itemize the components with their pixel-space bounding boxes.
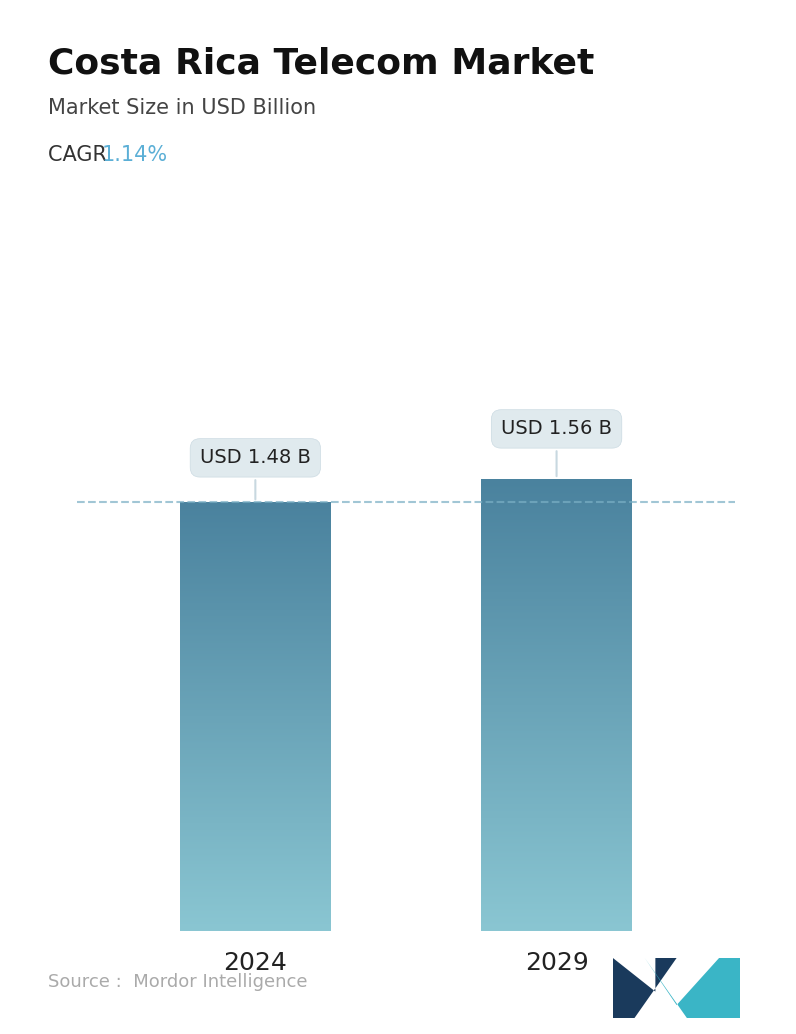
Text: Market Size in USD Billion: Market Size in USD Billion <box>48 98 316 118</box>
Text: Costa Rica Telecom Market: Costa Rica Telecom Market <box>48 47 594 81</box>
Polygon shape <box>613 957 677 1018</box>
Text: USD 1.48 B: USD 1.48 B <box>200 449 310 499</box>
Text: 1.14%: 1.14% <box>102 145 168 164</box>
Text: Source :  Mordor Intelligence: Source : Mordor Intelligence <box>48 973 307 991</box>
Polygon shape <box>645 957 740 1018</box>
Text: CAGR: CAGR <box>48 145 120 164</box>
Text: USD 1.56 B: USD 1.56 B <box>501 420 612 477</box>
